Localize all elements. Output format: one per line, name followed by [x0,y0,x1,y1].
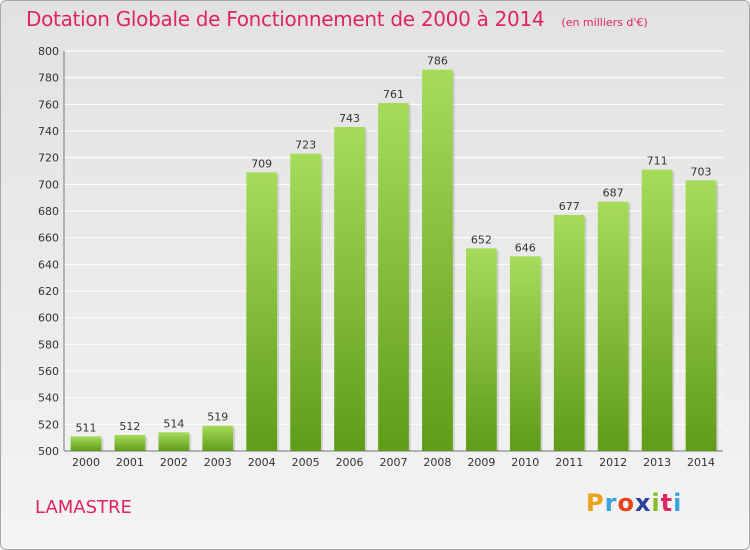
data-label: 743 [339,112,360,125]
y-tick-label: 540 [38,392,59,405]
logo-letter: o [617,489,635,517]
commune-name: LAMASTRE [35,497,132,518]
y-tick-label: 580 [38,338,59,351]
data-label: 511 [75,421,96,434]
bar [465,248,497,451]
x-tick-label: 2007 [380,456,408,469]
x-tick-label: 2011 [555,456,583,469]
data-label: 709 [251,157,272,170]
bar [202,425,234,451]
y-tick-label: 660 [38,232,59,245]
y-tick-label: 680 [38,205,59,218]
y-tick-label: 600 [38,312,59,325]
x-tick-label: 2010 [511,456,539,469]
logo-letter: P [586,489,605,517]
x-tick-label: 2000 [72,456,100,469]
bar [422,69,453,452]
x-tick-label: 2005 [292,456,320,469]
bar [334,127,365,451]
data-label: 687 [603,187,624,200]
y-tick-label: 500 [38,445,59,458]
logo-letter: i [673,489,683,517]
x-tick-label: 2009 [467,456,495,469]
x-tick-label: 2014 [687,456,715,469]
data-label: 723 [295,139,316,152]
data-label: 646 [515,241,536,254]
bar [290,153,322,451]
bar [597,201,629,451]
data-label: 514 [163,417,184,430]
y-tick-label: 720 [38,152,59,165]
bar [378,103,409,451]
y-tick-label: 740 [38,125,59,138]
bar [641,169,673,451]
logo-letter: t [660,489,674,517]
x-tick-label: 2003 [204,456,232,469]
x-tick-label: 2012 [599,456,627,469]
x-tick-label: 2004 [248,456,276,469]
y-tick-label: 800 [38,45,59,58]
bar [246,172,278,452]
data-label: 761 [383,88,404,101]
y-tick-label: 520 [38,418,59,431]
x-tick-label: 2008 [423,456,451,469]
bar [509,256,541,451]
data-label: 786 [427,55,448,68]
bar [114,435,146,451]
data-label: 711 [647,155,668,168]
logo-letter: x [634,489,652,517]
chart-title: Dotation Globale de Fonctionnement de 20… [26,7,545,31]
x-tick-label: 2013 [643,456,671,469]
data-label: 652 [471,233,492,246]
bar [158,432,190,451]
x-tick-label: 2001 [116,456,144,469]
proxiti-logo: Proxiti [586,489,682,517]
bar [70,436,102,451]
data-label: 512 [119,420,140,433]
chart-subtitle: (en milliers d'€) [561,16,648,29]
x-tick-label: 2002 [160,456,188,469]
x-tick-label: 2006 [336,456,364,469]
y-tick-label: 560 [38,365,59,378]
bar [685,180,717,452]
y-tick-label: 780 [38,72,59,85]
bar [553,215,585,451]
data-label: 519 [207,411,228,424]
data-label: 677 [559,200,580,213]
logo-letter: r [604,489,618,517]
title-row: Dotation Globale de Fonctionnement de 20… [26,7,648,31]
data-label: 703 [691,165,712,178]
y-tick-label: 640 [38,258,59,271]
y-tick-label: 760 [38,98,59,111]
y-tick-label: 620 [38,285,59,298]
y-tick-label: 700 [38,178,59,191]
logo-letter: i [651,489,661,517]
